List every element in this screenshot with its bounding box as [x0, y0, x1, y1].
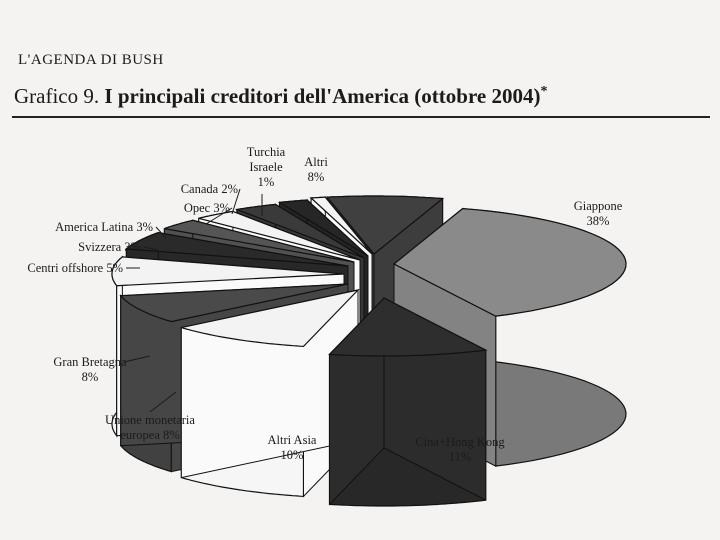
slice-top [111, 256, 345, 287]
slice-top [119, 283, 349, 323]
slice-top [277, 199, 369, 257]
slice-label: Opec 3% [184, 201, 230, 215]
slice-top [234, 203, 365, 259]
leader-line [143, 246, 159, 251]
slice-label: Canada 2% [181, 182, 238, 196]
leader-line [205, 207, 233, 225]
leader-line [149, 391, 177, 413]
slice-label: Altri Asia 10% [268, 433, 317, 462]
leader-line [123, 355, 151, 363]
footnote-mark: * [540, 84, 548, 99]
slice-top [181, 289, 360, 348]
leader-line [231, 188, 241, 215]
slice-cina-hong-kong [328, 296, 488, 507]
slice-top [326, 195, 445, 255]
slice-label: America Latina 3% [55, 220, 153, 234]
slice-top [125, 231, 349, 267]
slice-label: Turchia Israele 1% [247, 145, 286, 189]
figure-title-line: Grafico 9. I principali creditori dell'A… [14, 84, 547, 109]
figure-title: I principali creditori dell'America (ott… [104, 84, 541, 108]
slice-label: Gran Bretagna 8% [53, 355, 127, 384]
slice-label: Unione monetaria europea 8% [105, 413, 195, 442]
slice-label: Giappone 38% [574, 199, 623, 228]
figure-label: Grafico 9. [14, 84, 100, 108]
slice-top [392, 207, 627, 317]
slice-top [198, 210, 361, 261]
slice-label: Centri offshore 5% [27, 261, 123, 275]
slice-label: Svizzera 3% [78, 240, 141, 254]
leader-line [155, 226, 167, 239]
title-rule [12, 116, 710, 118]
slice-label: Altri 8% [304, 155, 328, 184]
slice-top [309, 196, 373, 255]
slice-label: Cina+Hong Kong 11% [415, 435, 505, 464]
running-head: L'AGENDA DI BUSH [18, 52, 164, 68]
slice-top [328, 297, 488, 357]
slice-top [164, 219, 355, 263]
